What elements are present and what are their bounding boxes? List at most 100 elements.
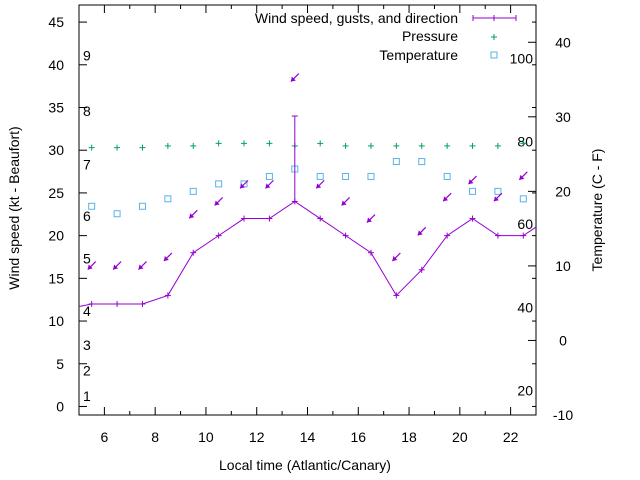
wind-direction-arrow: [87, 261, 97, 270]
pressure-point: [139, 144, 146, 151]
x-axis-label: Local time (Atlantic/Canary): [219, 457, 391, 473]
y-tick-label: 10: [48, 313, 64, 329]
beaufort-label: 1: [83, 388, 91, 404]
beaufort-label: 5: [83, 251, 91, 267]
pressure-point: [418, 142, 425, 149]
wind-direction-arrow: [366, 214, 376, 223]
pressure-point: [342, 142, 349, 149]
x-tick-labels: 6 8 10 12 14 16 18 20 22: [100, 429, 518, 445]
fahrenheit-label: 60: [517, 216, 533, 232]
wind-direction-arrow: [290, 73, 300, 83]
temperature-point: [418, 158, 426, 166]
wind-speed-point: [342, 232, 349, 239]
beaufort-label: 2: [83, 363, 91, 379]
wind-speed-point: [88, 300, 95, 307]
x-tick-label: 22: [503, 429, 519, 445]
wind-direction-arrow: [315, 179, 325, 189]
wind-direction-arrow: [264, 179, 274, 189]
legend-swatch-pressure: [491, 34, 497, 40]
wind-speed-line: [78, 200, 537, 308]
x-tick-label: 8: [151, 429, 159, 445]
temperature-point: [316, 172, 324, 180]
beaufort-label: 9: [83, 47, 91, 63]
pressure-point: [469, 142, 476, 149]
y-tick-label: 25: [48, 185, 64, 201]
temperature-point: [88, 202, 96, 210]
x-tick-label: 14: [300, 429, 316, 445]
x-tick-label: 6: [100, 429, 108, 445]
y-tick-label: 35: [48, 100, 64, 116]
wind-speed-point: [444, 232, 451, 239]
wind-direction-arrow: [417, 226, 427, 236]
beaufort-label: 6: [83, 208, 91, 224]
temperature-point: [519, 195, 527, 203]
wind-speed-point: [139, 300, 146, 307]
wind-speed-point: [469, 215, 476, 222]
x-tick-label: 18: [401, 429, 417, 445]
y2-tick-label: 10: [555, 258, 571, 274]
wind-speed-point: [190, 249, 197, 256]
beaufort-label: 8: [83, 103, 91, 119]
legend: Wind speed, gusts, and direction Pressur…: [255, 10, 517, 63]
wind-speed-point: [520, 232, 527, 239]
temperature-point: [138, 202, 146, 210]
pressure-point: [164, 142, 171, 149]
wind-direction-arrow: [341, 197, 351, 206]
wind-speed-point: [215, 232, 222, 239]
beaufort-label: 4: [83, 303, 91, 319]
wind-speed-point: [367, 249, 374, 256]
pressure-point: [444, 142, 451, 149]
pressure-point: [317, 140, 324, 147]
legend-label-wind: Wind speed, gusts, and direction: [255, 10, 458, 26]
y2-tick-label: 30: [555, 109, 571, 125]
temperature-point: [342, 172, 350, 180]
wind-speed-point: [393, 292, 400, 299]
wind-direction-arrow: [391, 252, 401, 262]
wind-speed-point: [418, 266, 425, 273]
temperature-point: [265, 172, 273, 180]
pressure-point: [494, 142, 501, 149]
pressure-point: [215, 140, 222, 147]
temperature-point: [189, 187, 197, 195]
fahrenheit-labels: 20 40 60 80 100: [510, 51, 534, 399]
wind-direction-arrow: [493, 192, 503, 202]
wind-direction-arrow: [468, 175, 477, 185]
legend-label-pressure: Pressure: [402, 28, 458, 44]
pressure-point: [393, 142, 400, 149]
wind-series: [78, 115, 537, 308]
wind-direction-arrow: [188, 209, 198, 219]
wind-direction-arrow: [518, 171, 528, 181]
y-axis-label: Wind speed (kt - Beaufort): [6, 126, 22, 289]
wind-speed-point: [317, 215, 324, 222]
temperature-point: [113, 210, 121, 218]
pressure-series: [88, 140, 527, 151]
y-tick-label: 30: [48, 142, 64, 158]
fahrenheit-label: 20: [517, 382, 533, 398]
wind-direction-arrow: [112, 261, 122, 270]
y-tick-label: 40: [48, 57, 64, 73]
y-tick-label: 45: [48, 14, 64, 30]
x-tick-label: 16: [350, 429, 366, 445]
axes-layer: [78, 4, 537, 416]
pressure-point: [266, 140, 273, 147]
beaufort-label: 7: [83, 157, 91, 173]
beaufort-label: 3: [83, 337, 91, 353]
legend-swatches: [472, 15, 517, 59]
y2-tick-labels: -10 0 10 20 30 40: [553, 34, 573, 423]
temperature-point: [215, 180, 223, 188]
wind-speed-point: [241, 215, 248, 222]
temperature-point: [469, 187, 477, 195]
y2-axis-label: Temperature (C - F): [589, 149, 605, 272]
y2-tick-label: 0: [559, 332, 567, 348]
pressure-point: [520, 140, 527, 147]
wind-speed-point: [266, 215, 273, 222]
beaufort-labels: 1 2 3 4 5 6 7 8 9: [83, 47, 91, 404]
y-tick-label: 20: [48, 228, 64, 244]
x-tick-label: 20: [452, 429, 468, 445]
legend-swatch-temperature: [490, 51, 498, 59]
temperature-point: [443, 172, 451, 180]
y-tick-labels: 0 5 10 15 20 25 30 35 40 45: [48, 14, 64, 414]
fahrenheit-label: 40: [517, 300, 533, 316]
y-tick-label: 15: [48, 270, 64, 286]
